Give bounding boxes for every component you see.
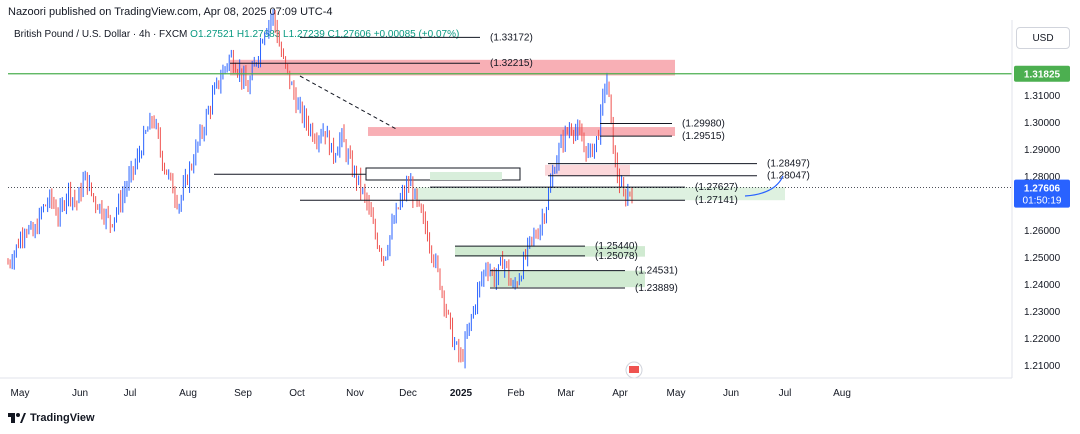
supply-zone — [368, 127, 675, 136]
open-value: O1.27521 — [190, 29, 235, 40]
y-tick-label: 1.29000 — [1024, 145, 1061, 156]
change-value: +0.00085 (+0.07%) — [373, 29, 460, 40]
low-value: L1.27239 — [283, 29, 325, 40]
x-tick-label: Mar — [557, 388, 575, 399]
x-tick-label: Jul — [124, 388, 137, 399]
x-tick-label: Jun — [723, 388, 739, 399]
level-label: (1.24531) — [635, 266, 678, 277]
level-label: (1.27141) — [695, 195, 738, 206]
supply-zone — [545, 164, 630, 176]
flag-icon — [629, 366, 639, 373]
level-label: (1.29515) — [682, 131, 725, 142]
y-tick-label: 1.28000 — [1024, 172, 1061, 183]
level-label: (1.27627) — [695, 182, 738, 193]
demand-zone — [455, 246, 645, 257]
current-price-label: 1.27606 — [1024, 184, 1061, 195]
level-label: (1.28497) — [767, 159, 810, 170]
x-tick-label: Dec — [399, 388, 417, 399]
x-tick-label: Sep — [234, 388, 252, 399]
y-tick-label: 1.30000 — [1024, 118, 1061, 129]
x-tick-label: Oct — [289, 388, 305, 399]
y-tick-label: 1.26000 — [1024, 226, 1061, 237]
level-label: (1.23889) — [635, 283, 678, 294]
close-value: C1.27606 — [327, 29, 371, 40]
supply-zone — [230, 59, 675, 76]
level-label: (1.28047) — [767, 171, 810, 182]
high-value: H1.27683 — [236, 29, 281, 40]
y-tick-label: 1.31000 — [1024, 91, 1061, 102]
footer-brand[interactable]: TradingView — [30, 412, 95, 424]
demand-zone — [490, 270, 645, 288]
x-tick-label: Feb — [507, 388, 525, 399]
countdown-label: 01:50:19 — [1023, 196, 1062, 207]
y-tick-label: 1.23000 — [1024, 307, 1061, 318]
trend-line — [299, 75, 399, 131]
currency-button[interactable]: USD — [1016, 27, 1070, 49]
level-label: (1.33172) — [490, 32, 533, 43]
x-tick-label: Jun — [72, 388, 88, 399]
x-tick-label: 2025 — [450, 388, 473, 399]
x-tick-label: Apr — [612, 388, 628, 399]
x-tick-label: Aug — [833, 388, 851, 399]
level-label: (1.32215) — [490, 58, 533, 69]
x-tick-label: May — [11, 388, 30, 399]
y-tick-label: 1.25000 — [1024, 253, 1061, 264]
x-tick-label: Jul — [779, 388, 792, 399]
current-price-tag — [1014, 179, 1070, 208]
y-tick-label: 1.24000 — [1024, 280, 1061, 291]
demand-zone — [415, 187, 785, 201]
level-label: (1.25440) — [595, 241, 638, 252]
y-tick-label: 1.21000 — [1024, 361, 1061, 372]
publisher-info: Nazoori published on TradingView.com, Ap… — [8, 6, 333, 18]
demand-zone — [430, 172, 502, 180]
green-price-tag — [1014, 65, 1070, 82]
symbol-name: British Pound / U.S. Dollar · 4h · FXCM — [14, 29, 188, 40]
footer: TradingView — [8, 412, 95, 424]
x-tick-label: Nov — [346, 388, 364, 399]
level-label: (1.29980) — [682, 119, 725, 130]
symbol-info: British Pound / U.S. Dollar · 4h · FXCM … — [14, 29, 459, 40]
y-tick-label: 1.22000 — [1024, 334, 1061, 345]
green-price-label: 1.31825 — [1024, 70, 1061, 81]
level-label: (1.25078) — [595, 251, 638, 262]
x-tick-label: May — [667, 388, 686, 399]
tradingview-logo-icon — [8, 413, 26, 423]
projection-arrow — [744, 175, 784, 197]
x-tick-label: Aug — [179, 388, 197, 399]
